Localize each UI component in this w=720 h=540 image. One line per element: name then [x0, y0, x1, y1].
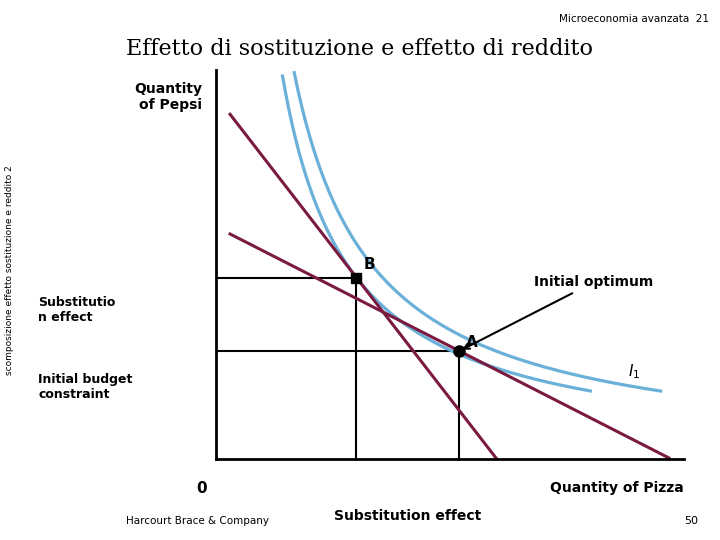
Text: Harcourt Brace & Company: Harcourt Brace & Company: [126, 516, 269, 526]
Text: Initial budget
constraint: Initial budget constraint: [38, 373, 132, 401]
Text: scomposizione effetto sostituzione e reddito 2: scomposizione effetto sostituzione e red…: [5, 165, 14, 375]
Text: Microeconomia avanzata  21: Microeconomia avanzata 21: [559, 14, 709, 24]
Text: Effetto di sostituzione e effetto di reddito: Effetto di sostituzione e effetto di red…: [127, 38, 593, 60]
Text: Substitution effect: Substitution effect: [334, 509, 482, 523]
Text: B: B: [364, 257, 375, 272]
Text: Quantity
of Pepsi: Quantity of Pepsi: [134, 82, 202, 112]
Text: A: A: [467, 335, 478, 350]
Text: Quantity of Pizza: Quantity of Pizza: [550, 481, 684, 495]
Text: 50: 50: [685, 516, 698, 526]
Text: $\mathit{I}_1$: $\mathit{I}_1$: [628, 362, 640, 381]
Text: 0: 0: [197, 481, 207, 496]
Text: Substitutio
n effect: Substitutio n effect: [38, 296, 115, 324]
Text: Initial optimum: Initial optimum: [464, 275, 654, 349]
